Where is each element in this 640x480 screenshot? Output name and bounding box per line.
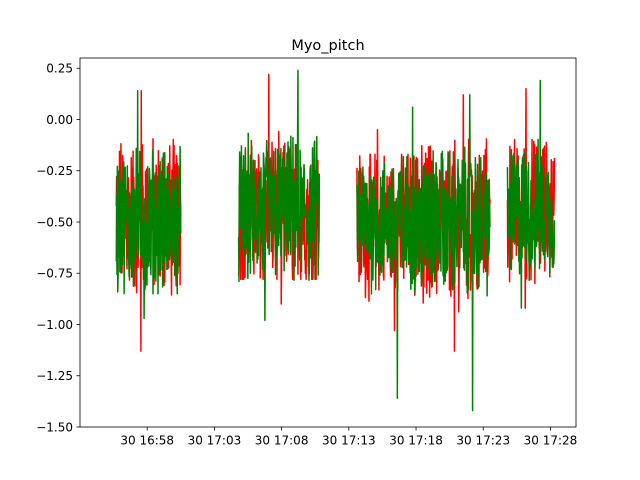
x-tick-label: 30 17:23 — [456, 434, 510, 448]
axes-frame — [79, 57, 577, 428]
x-tick-label: 30 17:08 — [255, 434, 309, 448]
y-axis: −1.50 −1.25 −1.00 −0.75 −0.50 −0.25 0.00 0.25 — [36, 62, 80, 434]
y-tick-label: 0.00 — [46, 113, 73, 127]
y-tick-label: −0.25 — [36, 164, 73, 178]
x-tick-label: 30 17:28 — [524, 434, 578, 448]
x-tick-label: 30 17:18 — [389, 434, 443, 448]
series-layer — [115, 69, 556, 412]
y-tick-label: −0.75 — [36, 267, 73, 281]
x-tick-label: 30 17:03 — [188, 434, 242, 448]
y-tick-label: −1.00 — [36, 318, 73, 332]
series-2-segment-4 — [420, 94, 491, 412]
x-axis: 30 16:58 30 17:03 30 17:08 30 17:13 30 17:18… — [120, 427, 577, 448]
y-tick-label: −0.50 — [36, 215, 73, 229]
x-tick-label: 30 17:13 — [322, 434, 376, 448]
series-2-segment-3 — [356, 106, 435, 400]
series-2-segment-2 — [237, 69, 321, 322]
plot-area — [79, 57, 577, 428]
series-2-segment-5 — [506, 79, 556, 309]
chart-title: Myo_pitch — [291, 38, 364, 54]
y-tick-label: −1.25 — [36, 369, 73, 383]
y-tick-label: 0.25 — [46, 62, 73, 76]
x-tick-label: 30 16:58 — [120, 434, 174, 448]
y-tick-label: −1.50 — [36, 420, 73, 434]
series-2-segment-1 — [115, 90, 182, 320]
